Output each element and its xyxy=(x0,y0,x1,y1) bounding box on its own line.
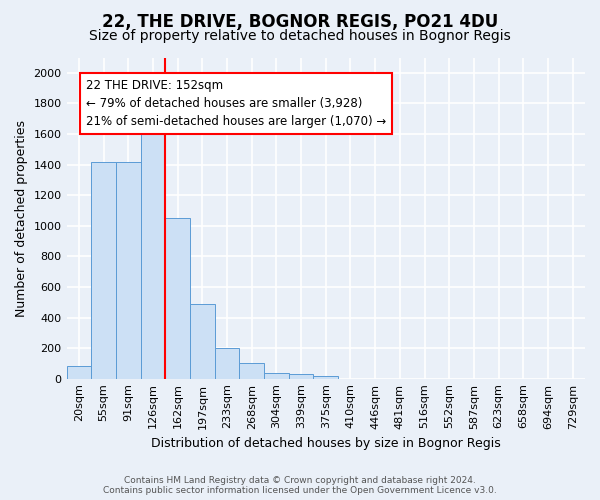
Bar xyxy=(165,218,190,378)
Text: Contains HM Land Registry data © Crown copyright and database right 2024.
Contai: Contains HM Land Registry data © Crown c… xyxy=(103,476,497,495)
Bar xyxy=(190,304,215,378)
Bar xyxy=(140,131,165,378)
Text: Size of property relative to detached houses in Bognor Regis: Size of property relative to detached ho… xyxy=(89,29,511,43)
Bar xyxy=(215,348,239,378)
Y-axis label: Number of detached properties: Number of detached properties xyxy=(15,120,28,316)
X-axis label: Distribution of detached houses by size in Bognor Regis: Distribution of detached houses by size … xyxy=(151,437,500,450)
Bar xyxy=(116,162,140,378)
Text: 22, THE DRIVE, BOGNOR REGIS, PO21 4DU: 22, THE DRIVE, BOGNOR REGIS, PO21 4DU xyxy=(102,12,498,30)
Bar xyxy=(289,374,313,378)
Text: 22 THE DRIVE: 152sqm
← 79% of detached houses are smaller (3,928)
21% of semi-de: 22 THE DRIVE: 152sqm ← 79% of detached h… xyxy=(86,79,386,128)
Bar xyxy=(239,362,264,378)
Bar xyxy=(91,162,116,378)
Bar xyxy=(67,366,91,378)
Bar xyxy=(313,376,338,378)
Bar xyxy=(264,374,289,378)
